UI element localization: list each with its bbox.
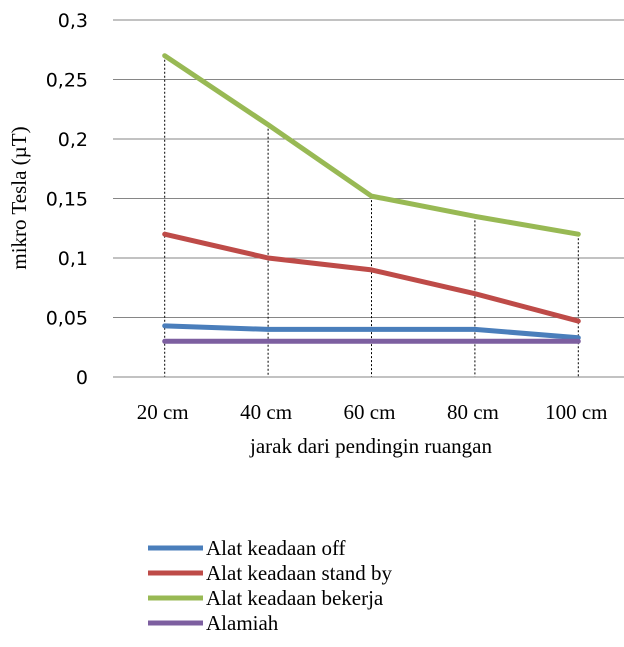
y-axis-title: mikro Tesla (µT): [7, 126, 31, 269]
x-tick-label: 20 cm: [137, 400, 189, 424]
y-tick-label: 0,15: [46, 189, 88, 211]
legend-label: Alamiah: [206, 611, 279, 635]
x-axis-title: jarak dari pendingin ruangan: [249, 434, 492, 458]
y-tick-label: 0: [76, 367, 88, 389]
y-tick-label: 0,25: [46, 70, 88, 92]
legend-label: Alat keadaan off: [206, 536, 346, 560]
series-line-2: [162, 53, 581, 237]
y-axis-ticks: 0 0,05 0,1 0,15 0,2 0,25 0,3: [46, 10, 88, 389]
x-axis-ticks: 20 cm 40 cm 60 cm 80 cm 100 cm: [137, 400, 608, 424]
drop-lines: [164, 55, 579, 377]
y-tick-label: 0,1: [58, 248, 88, 270]
legend-item: Alamiah: [148, 611, 279, 635]
series-line-0: [162, 323, 581, 341]
legend-item: Alat keadaan bekerja: [148, 586, 384, 610]
y-tick-label: 0,05: [46, 308, 88, 330]
legend-item: Alat keadaan off: [148, 536, 346, 560]
x-tick-label: 100 cm: [545, 400, 607, 424]
y-tick-label: 0,2: [58, 129, 88, 151]
series-lines: [162, 53, 581, 344]
legend-label: Alat keadaan bekerja: [206, 586, 384, 610]
gridlines: [113, 19, 624, 318]
legend-item: Alat keadaan stand by: [148, 561, 393, 585]
legend-label: Alat keadaan stand by: [206, 561, 393, 585]
x-tick-label: 80 cm: [447, 400, 499, 424]
x-tick-label: 40 cm: [240, 400, 292, 424]
series-line-1: [162, 231, 581, 324]
y-tick-label: 0,3: [58, 10, 88, 32]
x-tick-label: 60 cm: [344, 400, 396, 424]
